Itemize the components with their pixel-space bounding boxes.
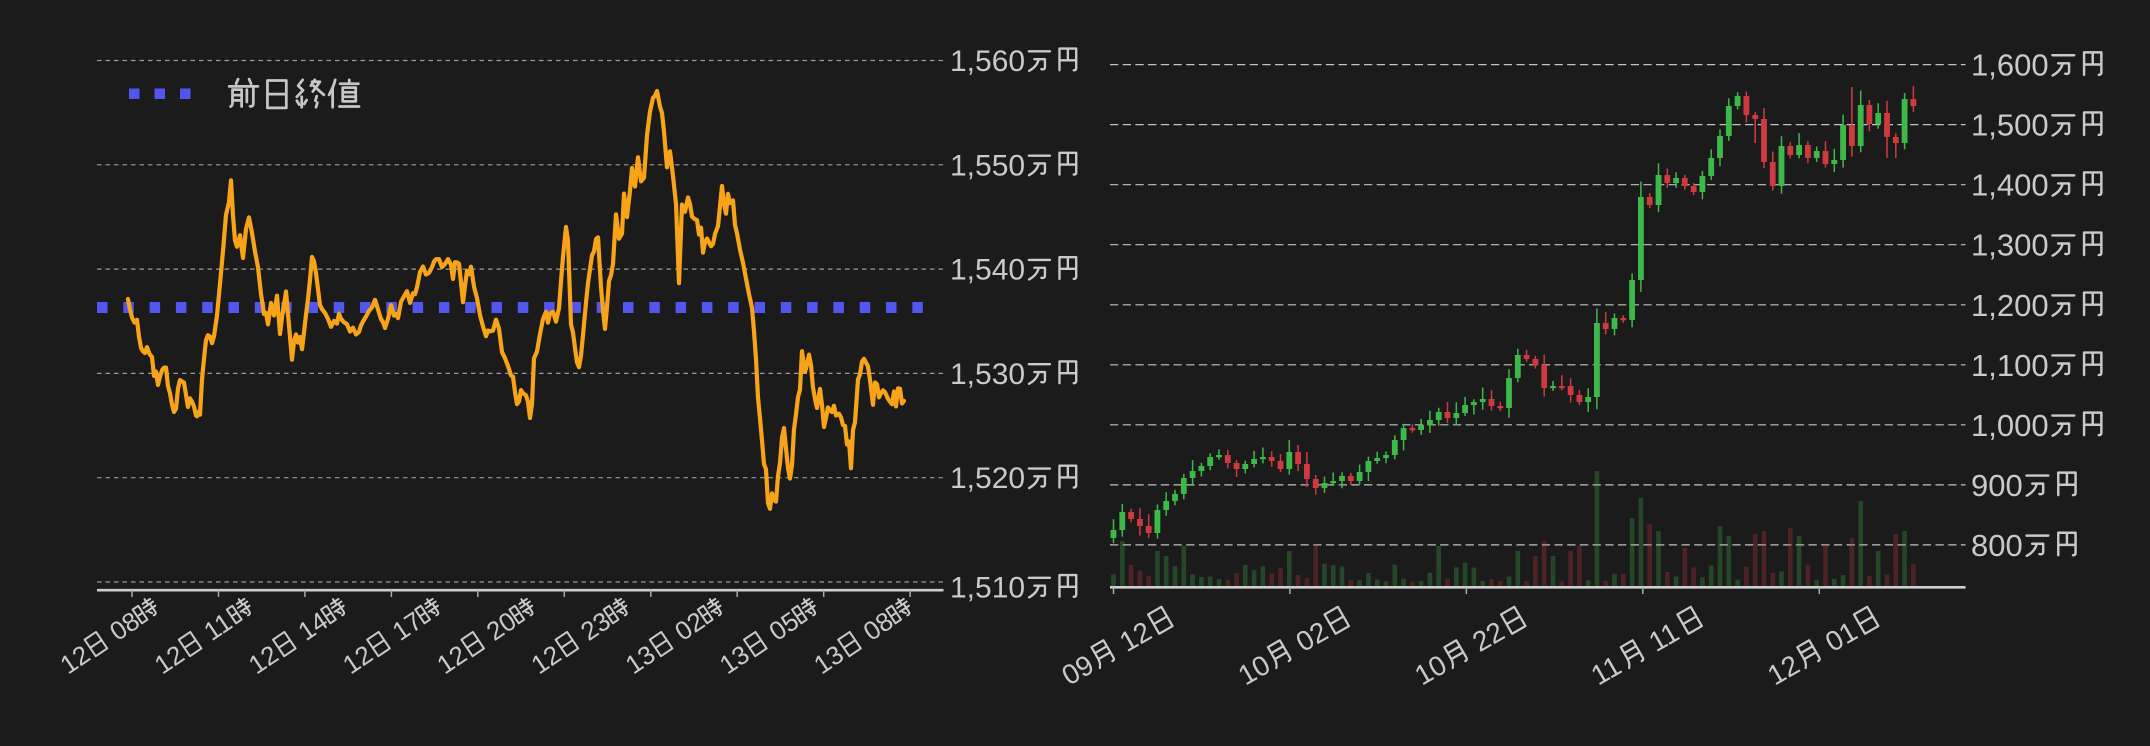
svg-text:1,550: 1,550	[950, 149, 1025, 182]
svg-text:900: 900	[1971, 468, 2023, 503]
svg-text:1,400: 1,400	[1971, 168, 2049, 203]
svg-text:1,100: 1,100	[1971, 348, 2049, 383]
svg-text:1,510: 1,510	[950, 572, 1025, 605]
svg-text:1,600: 1,600	[1971, 48, 2049, 83]
svg-text:1,200: 1,200	[1971, 288, 2049, 323]
svg-text:1,530: 1,530	[950, 358, 1025, 391]
svg-text:1,000: 1,000	[1971, 408, 2049, 443]
svg-text:1,520: 1,520	[950, 462, 1025, 495]
svg-text:1,540: 1,540	[950, 254, 1025, 287]
svg-text:1,500: 1,500	[1971, 108, 2049, 143]
svg-text:800: 800	[1971, 528, 2023, 563]
svg-text:1,300: 1,300	[1971, 228, 2049, 263]
svg-text:1,560: 1,560	[950, 45, 1025, 78]
